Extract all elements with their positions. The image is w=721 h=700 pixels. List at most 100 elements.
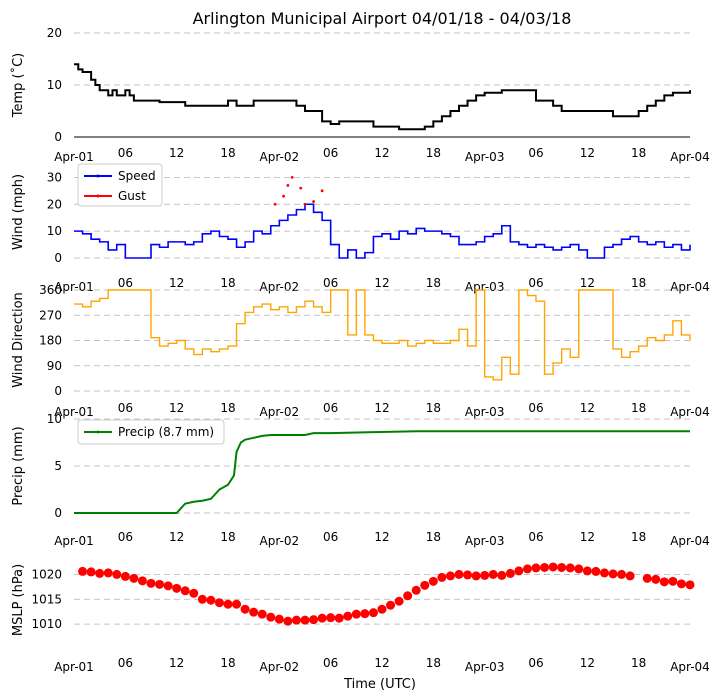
x-axis-label: Time (UTC)	[343, 677, 416, 692]
mslp-point	[676, 579, 686, 589]
mslp-point	[360, 609, 370, 619]
wind_direction-y-tick-label: 270	[39, 308, 62, 322]
legend-speed-label: Speed	[118, 169, 156, 183]
wind-x-tick-label: 18	[426, 276, 441, 290]
mslp-point	[599, 568, 609, 578]
mslp-point	[471, 571, 481, 581]
mslp-point	[214, 598, 224, 608]
mslp-point	[189, 588, 199, 598]
wind-x-tick-label: Apr-03	[465, 280, 505, 294]
mslp-y-tick-label: 1015	[31, 592, 62, 606]
mslp-point	[480, 570, 490, 580]
mslp-point	[617, 569, 627, 579]
precip-x-tick-label: 06	[528, 530, 543, 544]
wind-gust-point	[299, 186, 303, 190]
mslp-series	[78, 562, 695, 626]
chart-title: Arlington Municipal Airport 04/01/18 - 0…	[193, 9, 572, 28]
precip-y-tick-label: 5	[54, 459, 62, 473]
precip-x-tick-label: 18	[426, 530, 441, 544]
mslp-point	[146, 578, 156, 588]
wind-direction-y-label: Wind Direction	[11, 292, 26, 388]
mslp-x-tick-label: 12	[374, 656, 389, 670]
temperature-x-tick-label: Apr-04	[670, 150, 710, 164]
temperature-y-tick-label: 10	[47, 78, 62, 92]
wind_direction-x-tick-label: 06	[528, 401, 543, 415]
mslp-point	[274, 614, 284, 624]
mslp-point	[129, 573, 139, 583]
temperature-x-ticks: Apr-01 06 12 18 Apr-02 06 12 18 Apr-03 06 12 18 Apr-…	[54, 146, 710, 164]
mslp-point	[557, 562, 567, 572]
wind-y-label: Wind (mph)	[11, 174, 26, 250]
temperature-x-tick-label: 18	[220, 146, 235, 160]
temperature-x-tick-label: Apr-01	[54, 150, 94, 164]
wind-x-tick-label: Apr-02	[260, 280, 300, 294]
precip-legend: Precip (8.7 mm)	[77, 419, 225, 445]
wind_direction-x-tick-label: Apr-04	[670, 405, 710, 419]
wind-x-tick-label: 18	[220, 276, 235, 290]
wind-x-tick-label: 12	[169, 276, 184, 290]
mslp-point	[437, 572, 447, 582]
mslp-point	[283, 616, 293, 626]
mslp-y-tick-label: 1020	[31, 567, 62, 581]
mslp-point	[197, 594, 207, 604]
temperature-x-tick-label: 12	[580, 146, 595, 160]
mslp-point	[180, 586, 190, 596]
mslp-point	[120, 571, 130, 581]
wind_direction-y-tick-label: 0	[54, 384, 62, 398]
mslp-point	[574, 564, 584, 574]
wind-x-tick-label: 06	[118, 276, 133, 290]
wind-x-tick-label: 12	[580, 276, 595, 290]
wind-y-ticks: 0 10 20 30	[47, 170, 62, 265]
precip-x-ticks: Apr-01 06 12 18 Apr-02 06 12 18 Apr-03 06 12 18 Apr-…	[54, 530, 710, 548]
wind_direction-x-tick-label: 06	[118, 401, 133, 415]
wind_direction-x-tick-label: 18	[426, 401, 441, 415]
temperature-x-tick-label: Apr-02	[260, 150, 300, 164]
temperature-x-tick-label: 06	[528, 146, 543, 160]
precip-panel: 0 5 10 Apr-01 06 12 18 Apr-02 06 12 18 Apr-03 06 12 1…	[11, 412, 710, 548]
mslp-x-tick-label: 06	[323, 656, 338, 670]
wind-gust-point	[282, 194, 286, 198]
mslp-point	[394, 596, 404, 606]
wind-gust-point	[303, 202, 307, 206]
precip-y-ticks: 0 5 10	[47, 412, 62, 520]
mslp-point	[137, 576, 147, 586]
mslp-point	[351, 609, 361, 619]
wind-x-tick-label: 06	[528, 276, 543, 290]
mslp-point	[309, 615, 319, 625]
temperature-x-tick-label: 06	[118, 146, 133, 160]
temperature-series	[74, 63, 691, 131]
temperature-y-tick-label: 20	[47, 26, 62, 40]
mslp-x-tick-label: Apr-02	[260, 660, 300, 674]
mslp-point	[625, 571, 635, 581]
mslp-point	[540, 562, 550, 572]
precip-series	[74, 430, 690, 514]
wind-x-ticks: Apr-01 06 12 18 Apr-02 06 12 18 Apr-03 06 12 18 Apr-…	[54, 276, 710, 294]
wind_direction-y-tick-label: 360	[39, 283, 62, 297]
wind_direction-y-tick-label: 90	[47, 359, 62, 373]
mslp-point	[206, 595, 216, 605]
mslp-x-tick-label: Apr-03	[465, 660, 505, 674]
precip-y-label: Precip (mm)	[11, 426, 26, 505]
wind-x-tick-label: 12	[374, 276, 389, 290]
wind_direction-x-tick-label: Apr-03	[465, 405, 505, 419]
wind-series	[74, 175, 691, 259]
temperature-x-tick-label: 12	[374, 146, 389, 160]
wind-x-tick-label: 06	[323, 276, 338, 290]
temperature-gridlines	[74, 32, 690, 138]
mslp-point	[659, 577, 669, 587]
wind_direction-x-tick-label: 18	[220, 401, 235, 415]
mslp-point	[497, 570, 507, 580]
precip-x-tick-label: 18	[220, 530, 235, 544]
mslp-point	[463, 570, 473, 580]
legend-gust-label: Gust	[118, 189, 146, 203]
mslp-point	[291, 615, 301, 625]
temperature-x-tick-label: Apr-03	[465, 150, 505, 164]
mslp-point	[155, 579, 165, 589]
precip-y-tick-label: 0	[54, 506, 62, 520]
wind-direction-x-ticks: Apr-01 06 12 18 Apr-02 06 12 18 Apr-03 06 12 18 Apr-…	[54, 401, 710, 419]
wind-gust-point	[320, 189, 324, 193]
mslp-x-tick-label: 06	[118, 656, 133, 670]
temperature-x-tick-label: 18	[631, 146, 646, 160]
